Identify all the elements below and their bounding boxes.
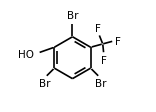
Text: F: F <box>101 55 107 65</box>
Text: F: F <box>115 36 121 46</box>
Text: HO: HO <box>18 50 34 60</box>
Text: F: F <box>95 24 101 34</box>
Text: Br: Br <box>95 78 106 88</box>
Text: Br: Br <box>39 78 50 88</box>
Text: Br: Br <box>67 11 78 21</box>
